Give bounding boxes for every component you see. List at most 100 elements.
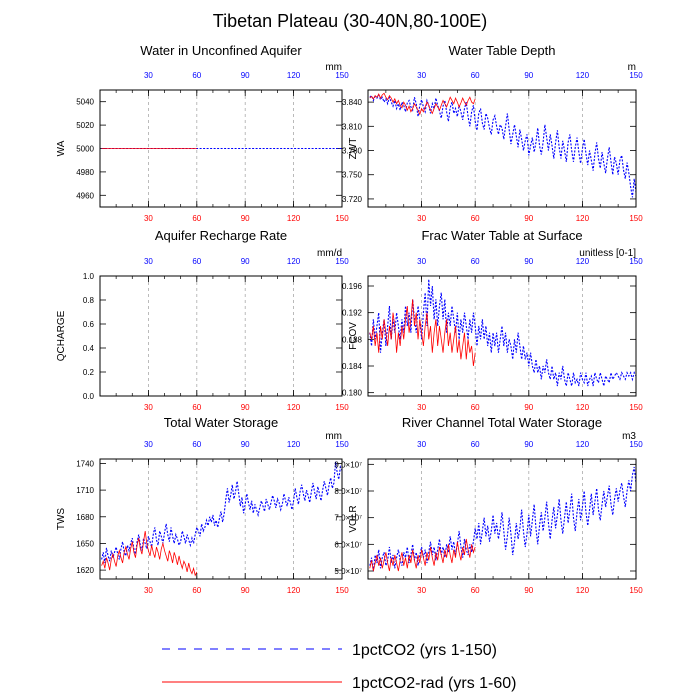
y-tick-label: 1740 (76, 459, 94, 468)
panel-title: River Channel Total Water Storage (402, 415, 602, 430)
x-tick-label-bottom: 90 (241, 403, 250, 412)
y-tick-label: 6.0×10⁷ (334, 540, 362, 549)
x-tick-label-top: 120 (287, 257, 301, 266)
x-tick-label-top: 150 (335, 257, 349, 266)
panel-units: mm (325, 431, 342, 442)
x-tick-label-top: 120 (287, 440, 301, 449)
panel-units: unitless [0-1] (579, 248, 636, 259)
figure-title: Tibetan Plateau (30-40N,80-100E) (213, 11, 488, 31)
x-tick-label-bottom: 90 (524, 214, 533, 223)
x-tick-label-bottom: 120 (287, 586, 301, 595)
y-tick-label: 3.750 (342, 171, 363, 180)
x-tick-label-top: 150 (629, 71, 643, 80)
x-tick-label-bottom: 90 (524, 403, 533, 412)
panel-units: mm/d (317, 248, 342, 259)
y-tick-label: 0.8 (83, 296, 95, 305)
y-axis-label: WA (56, 140, 67, 156)
x-tick-label-top: 60 (471, 71, 480, 80)
x-tick-label-top: 120 (576, 257, 590, 266)
x-tick-label-bottom: 150 (335, 403, 349, 412)
x-tick-label-top: 90 (241, 257, 250, 266)
x-tick-label-top: 150 (335, 440, 349, 449)
y-tick-label: 0.180 (342, 389, 363, 398)
x-tick-label-top: 120 (576, 440, 590, 449)
x-tick-label-top: 150 (335, 71, 349, 80)
panel-title: Water in Unconfined Aquifer (140, 43, 302, 58)
plot-frame (367, 89, 637, 208)
x-tick-label-bottom: 30 (144, 586, 153, 595)
series-line-2 (101, 530, 198, 577)
panel-4: Frac Water Table at Surface unitless [0-1… (342, 228, 643, 412)
y-tick-label: 1680 (76, 513, 94, 522)
panel-1: Water in Unconfined Aquifer mm 30 30 60 60 90 9… (56, 43, 349, 223)
plot-frame (99, 275, 343, 397)
y-axis-label: QCHARGE (56, 310, 67, 361)
x-tick-label-bottom: 30 (144, 403, 153, 412)
x-tick-label-top: 30 (417, 71, 426, 80)
panel-5: Total Water Storage mm 30 30 60 60 90 90 120 120 1… (56, 415, 349, 595)
panel-title: Total Water Storage (164, 415, 278, 430)
x-tick-label-bottom: 30 (417, 214, 426, 223)
series-line-2 (369, 92, 476, 116)
y-axis-label: VOLR (348, 505, 359, 532)
x-tick-label-bottom: 60 (192, 403, 201, 412)
x-tick-label-bottom: 60 (471, 403, 480, 412)
panel-3: Aquifer Recharge Rate mm/d 30 30 60 60 90 90 120… (56, 228, 349, 412)
x-tick-label-bottom: 150 (335, 586, 349, 595)
y-tick-label: 1650 (76, 539, 94, 548)
x-tick-label-bottom: 30 (417, 403, 426, 412)
x-tick-label-bottom: 120 (287, 403, 301, 412)
panel-6: River Channel Total Water Storage m3 30 30 6… (334, 415, 643, 595)
panel-title: Aquifer Recharge Rate (155, 228, 287, 243)
series-line-1 (369, 93, 636, 198)
x-tick-label-top: 30 (417, 440, 426, 449)
x-tick-label-top: 60 (471, 440, 480, 449)
x-tick-label-bottom: 150 (629, 214, 643, 223)
y-tick-label: 5.0×10⁷ (334, 567, 362, 576)
series-line-2 (369, 538, 476, 572)
y-tick-label: 0.0 (83, 392, 95, 401)
y-tick-label: 0.196 (342, 282, 363, 291)
y-tick-label: 5040 (76, 98, 94, 107)
x-tick-label-top: 150 (629, 257, 643, 266)
x-tick-label-top: 90 (241, 71, 250, 80)
y-tick-label: 0.184 (342, 362, 363, 371)
y-axis-label: FCOV (348, 322, 359, 350)
x-tick-label-top: 90 (241, 440, 250, 449)
y-tick-label: 1.0 (83, 272, 95, 281)
x-tick-label-bottom: 90 (241, 214, 250, 223)
panel-units: m3 (622, 431, 636, 442)
panel-2: Water Table Depth m 30 30 60 60 90 90 120 120 150 1… (342, 43, 643, 223)
y-tick-label: 1620 (76, 566, 94, 575)
y-tick-label: 7.0×10⁷ (334, 514, 362, 523)
panel-units: mm (325, 62, 342, 73)
x-tick-label-bottom: 120 (576, 586, 590, 595)
series-line-1 (101, 461, 342, 564)
legend-label-1: 1pctCO2 (yrs 1-150) (352, 642, 497, 659)
plot-frame (99, 458, 343, 580)
y-axis-label: TWS (56, 508, 67, 531)
x-tick-label-bottom: 30 (417, 586, 426, 595)
x-tick-label-top: 60 (192, 257, 201, 266)
x-tick-label-top: 30 (144, 257, 153, 266)
y-tick-label: 3.780 (342, 147, 363, 156)
x-tick-label-bottom: 90 (524, 586, 533, 595)
x-tick-label-bottom: 30 (144, 214, 153, 223)
y-tick-label: 0.192 (342, 309, 363, 318)
x-tick-label-bottom: 60 (471, 586, 480, 595)
series-line-1 (369, 466, 636, 572)
x-tick-label-top: 90 (524, 71, 533, 80)
y-tick-label: 5020 (76, 121, 94, 130)
y-tick-label: 3.720 (342, 195, 363, 204)
x-tick-label-top: 120 (287, 71, 301, 80)
y-axis-label: ZWT (348, 138, 359, 160)
x-tick-label-bottom: 120 (576, 403, 590, 412)
panel-title: Frac Water Table at Surface (421, 228, 582, 243)
x-tick-label-bottom: 90 (241, 586, 250, 595)
y-tick-label: 1710 (76, 486, 94, 495)
x-tick-label-top: 120 (576, 71, 590, 80)
x-tick-label-top: 30 (144, 440, 153, 449)
plot-frame (99, 89, 343, 208)
x-tick-label-bottom: 150 (629, 586, 643, 595)
y-tick-label: 0.4 (83, 344, 95, 353)
